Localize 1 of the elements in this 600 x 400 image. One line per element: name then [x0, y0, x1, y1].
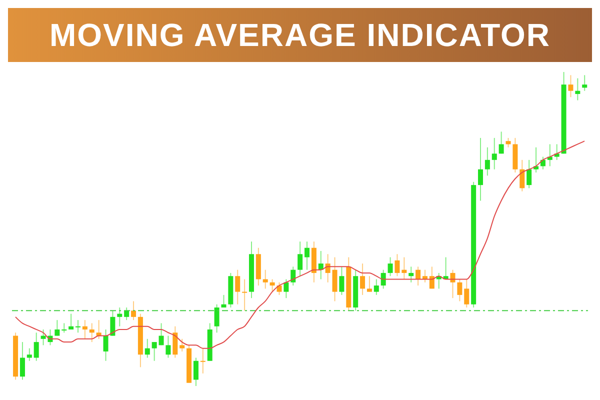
- chart-title: MOVING AVERAGE INDICATOR: [49, 16, 551, 54]
